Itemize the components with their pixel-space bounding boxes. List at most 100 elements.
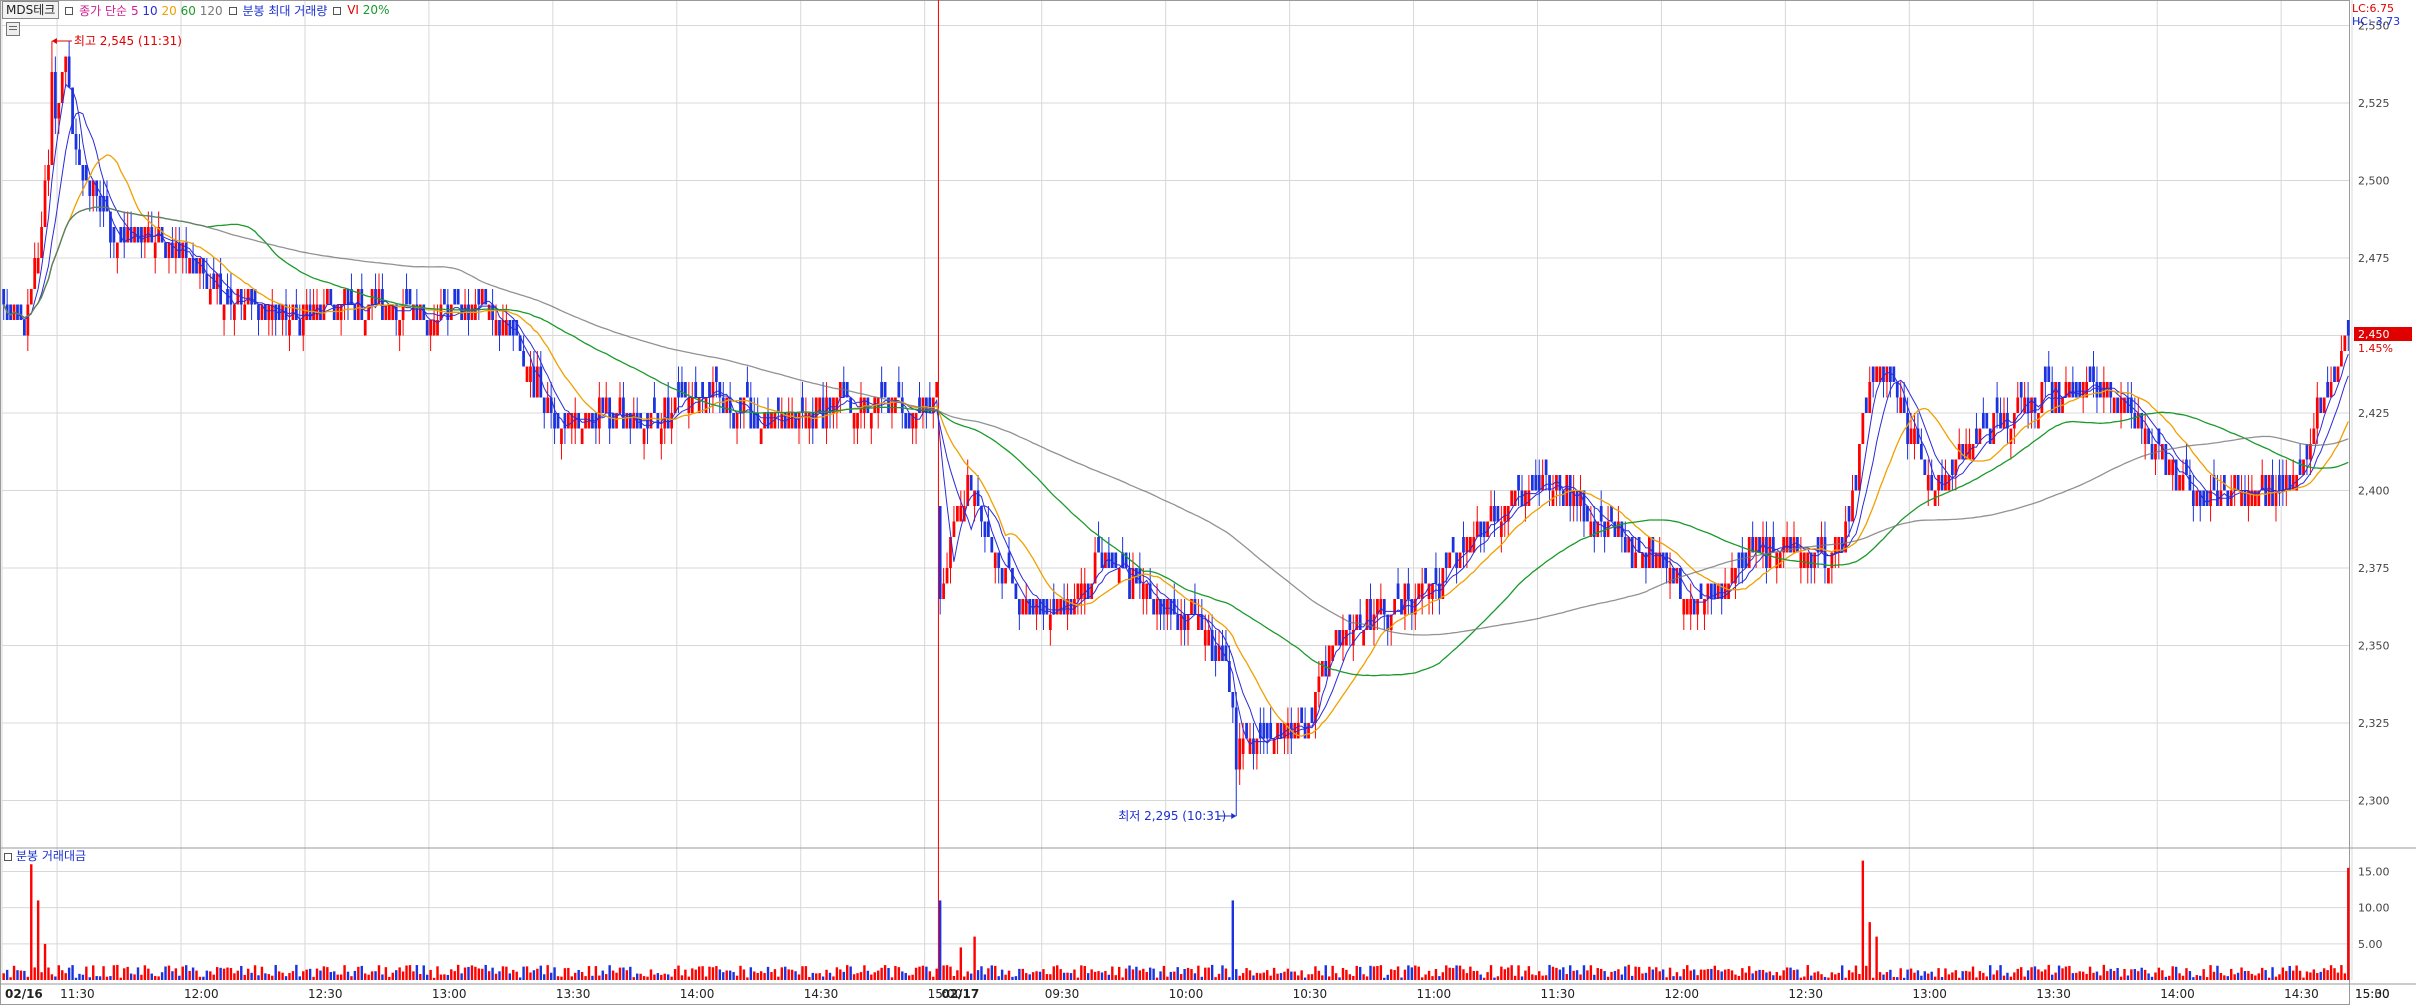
candle-body: [1603, 521, 1607, 537]
candle-body: [1007, 552, 1011, 568]
volume-bar: [1014, 976, 1018, 980]
candle-body: [1021, 599, 1025, 615]
volume-bar: [54, 976, 57, 980]
candle-body: [78, 149, 81, 165]
volume-bar: [687, 976, 691, 980]
candle-body: [1902, 397, 1906, 413]
volume-bar: [1441, 972, 1445, 980]
x-tick-label: 02/17: [941, 987, 979, 1001]
chart-settings-icon[interactable]: [6, 22, 20, 36]
volume-bar: [308, 968, 312, 980]
candle-body: [2346, 320, 2350, 336]
volume-bar: [474, 966, 477, 980]
candle-body: [2250, 490, 2254, 506]
candle-body: [508, 320, 512, 336]
candle-body: [1668, 568, 1672, 584]
volume-bar: [794, 971, 797, 980]
volume-bar: [1007, 970, 1011, 980]
volume-bar: [859, 972, 863, 980]
candle-body: [2174, 459, 2178, 491]
chart-type-checkbox-icon[interactable]: [228, 7, 237, 15]
volume-bar: [212, 974, 215, 980]
candle-body: [1858, 444, 1861, 491]
candle-body: [1114, 552, 1118, 568]
volume-bar: [1562, 967, 1565, 980]
candle-body: [1024, 599, 1028, 615]
volume-bar: [1830, 972, 1834, 980]
volume-bar: [2030, 967, 2033, 980]
volume-bar: [1624, 966, 1627, 980]
candle-body: [381, 289, 384, 320]
volume-bar: [1472, 971, 1476, 980]
candle-body: [1930, 475, 1934, 491]
candle-body: [1510, 490, 1514, 506]
volume-bar: [2009, 976, 2013, 980]
candle-body: [990, 537, 994, 553]
volume-bar: [271, 975, 274, 980]
candle-body: [1455, 552, 1458, 568]
candle-body: [1162, 599, 1166, 615]
candle-body: [2023, 397, 2027, 413]
volume-bar: [938, 900, 942, 980]
volume-bar: [1524, 970, 1527, 980]
volume-bar: [925, 966, 928, 980]
candle-body: [2012, 413, 2016, 429]
volume-bar: [784, 966, 787, 980]
vi-checkbox-icon[interactable]: [333, 6, 342, 15]
volume-bar: [1823, 976, 1827, 980]
vi-legend[interactable]: VI 20%: [333, 3, 389, 17]
volume-bar: [1417, 966, 1420, 980]
volume-bar: [543, 974, 546, 980]
chart-type-legend[interactable]: 분봉 최대 거래량: [228, 2, 327, 19]
candle-body: [1906, 413, 1909, 444]
volume-bar: [61, 970, 64, 980]
candle-body: [136, 227, 140, 243]
candle-body: [2322, 397, 2326, 413]
candle-body: [1200, 614, 1204, 630]
volume-bar: [171, 971, 174, 980]
candle-body: [945, 568, 949, 584]
volume-bar: [477, 968, 481, 980]
volume-bar: [364, 973, 367, 980]
volume-bar: [491, 967, 494, 980]
candle-body: [2116, 397, 2119, 413]
ma-legend[interactable]: 종가 단순 5 10 20 60 120: [65, 2, 223, 19]
volume-bar: [2291, 970, 2295, 980]
volume-bar: [577, 969, 580, 980]
volume-bar: [1744, 972, 1747, 980]
volume-bar: [5, 969, 9, 980]
candle-body: [1062, 599, 1066, 615]
volume-bar: [2040, 971, 2044, 980]
candle-body: [2247, 490, 2250, 506]
volume-bar: [2109, 968, 2112, 980]
volume-bar: [1865, 965, 1868, 980]
candle-body: [436, 320, 439, 336]
annotations: 최고 2,545 (11:31) 최저 2,295 (10:31) LC:6.7…: [51, 2, 2412, 823]
ma-checkbox-icon[interactable]: [65, 7, 74, 15]
candle-body: [1613, 521, 1617, 537]
candle-body: [1031, 599, 1035, 615]
volume-bar: [1455, 965, 1458, 980]
legend-bar: MDS테크 종가 단순 5 10 20 60 120 분봉 최대 거래량 VI …: [0, 0, 389, 20]
symbol-name[interactable]: MDS테크: [2, 1, 60, 19]
volume-bar: [1255, 972, 1259, 980]
candle-body: [425, 320, 429, 336]
candle-body: [1059, 599, 1063, 615]
volume-bar: [1407, 965, 1410, 980]
volume-bar: [1927, 973, 1930, 980]
candle-body: [1940, 475, 1944, 491]
volume-bar: [1372, 966, 1376, 980]
x-tick-label: 02/16: [5, 987, 43, 1001]
candle-body: [480, 289, 484, 305]
volume-legend[interactable]: 분봉 거래대금: [4, 847, 86, 864]
volume-bar: [1975, 977, 1978, 980]
volume-bar: [990, 965, 994, 980]
candle-body: [1248, 738, 1252, 754]
volume-bar: [1169, 971, 1173, 980]
volume-bar: [250, 972, 253, 980]
volume-checkbox-icon[interactable]: [4, 852, 12, 861]
volume-bar: [759, 971, 763, 980]
candle-body: [1358, 614, 1362, 630]
volume-bar: [1166, 976, 1169, 980]
